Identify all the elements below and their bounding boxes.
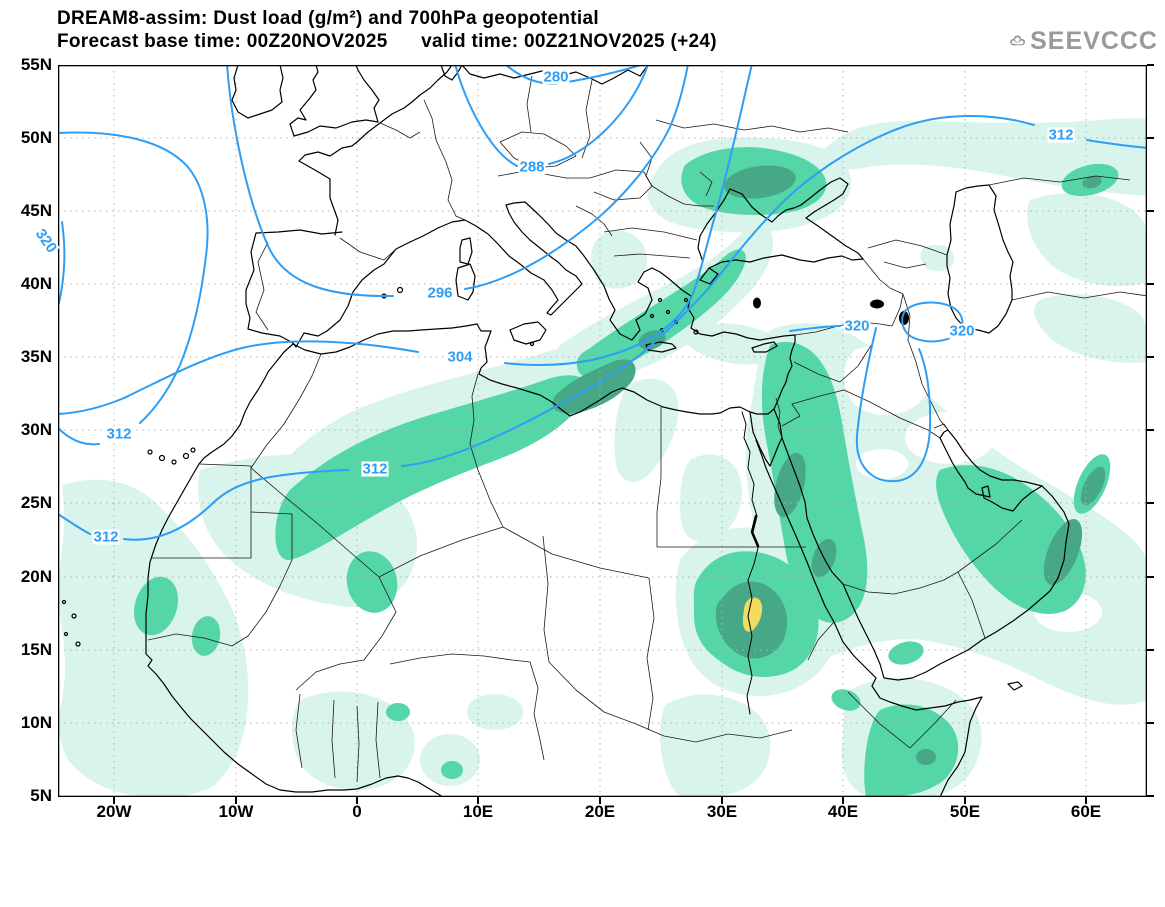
lat-label: 10N <box>20 713 52 732</box>
lon-label: 30E <box>706 802 738 821</box>
lat-label: 55N <box>20 55 52 74</box>
lat-label: 50N <box>20 128 52 147</box>
contour-label: 312 <box>1047 126 1075 144</box>
lat-label: 40N <box>20 274 52 293</box>
svg-text:»: » <box>1013 42 1016 47</box>
geopotential-contour-lines <box>58 65 1147 541</box>
lon-label: 10W <box>218 802 254 821</box>
contour-label: 312 <box>361 460 389 478</box>
contour-label: 280 <box>542 68 570 86</box>
lat-label: 30N <box>20 420 52 439</box>
contour-label: 320 <box>843 317 871 335</box>
page-title: DREAM8-assim: Dust load (g/m²) and 700hP… <box>57 8 599 29</box>
contour-label: 288 <box>518 158 546 176</box>
dust-load-fill-layer <box>59 118 1147 797</box>
lon-label: 60E <box>1070 802 1102 821</box>
lat-label: 20N <box>20 567 52 586</box>
lon-label: 20W <box>96 802 132 821</box>
seevccc-logo: » SEEVCCC <box>1008 20 1158 62</box>
lon-label: 10E <box>462 802 494 821</box>
lat-label: 15N <box>20 640 52 659</box>
lon-label: 20E <box>584 802 616 821</box>
contour-label: 312 <box>105 425 133 443</box>
lat-label: 25N <box>20 493 52 512</box>
dust-load-colorbar: 0.1 0.2 0.5 1 1.5 2 2.5 3 4 <box>0 838 1165 903</box>
lat-label: 45N <box>20 201 52 220</box>
coastlines <box>61 65 1070 797</box>
contour-label: 320 <box>948 322 976 340</box>
contour-label: 304 <box>446 348 474 366</box>
contour-label: 312 <box>92 528 120 546</box>
lat-label: 5N <box>30 786 52 805</box>
map-canvas <box>58 65 1147 797</box>
logo-text: SEEVCCC <box>1030 26 1158 55</box>
forecast-time-subtitle: Forecast base time: 00Z20NOV2025 valid t… <box>57 31 717 52</box>
contour-label: 296 <box>426 284 454 302</box>
lon-label: 50E <box>949 802 981 821</box>
graticule-gridlines <box>58 65 1147 797</box>
lon-label: 0 <box>352 802 362 821</box>
lon-label: 40E <box>827 802 859 821</box>
cloud-icon: » <box>1010 35 1026 47</box>
country-borders <box>147 75 1147 783</box>
lat-label: 35N <box>20 347 52 366</box>
